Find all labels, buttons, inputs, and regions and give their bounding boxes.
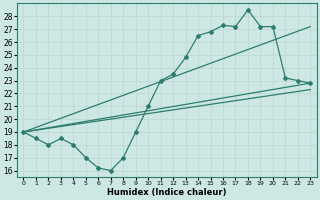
X-axis label: Humidex (Indice chaleur): Humidex (Indice chaleur) — [107, 188, 227, 197]
